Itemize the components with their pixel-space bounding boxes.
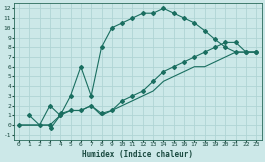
X-axis label: Humidex (Indice chaleur): Humidex (Indice chaleur) [82, 150, 193, 159]
